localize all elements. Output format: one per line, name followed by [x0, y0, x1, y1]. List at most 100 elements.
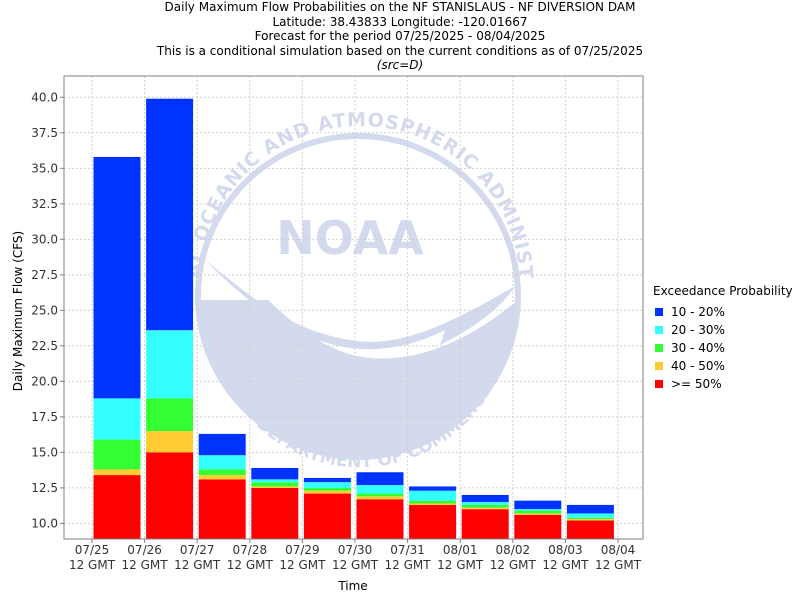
- bar-segment: [461, 504, 509, 508]
- bar-segment: [409, 486, 457, 491]
- bar-segment: [146, 98, 194, 331]
- legend-item-10-20: 10 - 20%: [653, 303, 793, 321]
- legend-swatch: [655, 344, 663, 352]
- legend-label: 20 - 30%: [671, 323, 725, 337]
- y-tick-label: 22.5: [31, 339, 58, 353]
- legend-item-50-plus: >= 50%: [653, 375, 793, 393]
- bar-segment: [303, 477, 351, 483]
- legend-item-30-40: 30 - 40%: [653, 339, 793, 357]
- x-tick-label-date: 07/27: [180, 543, 215, 557]
- chart-title-line-2: Latitude: 38.43833 Longitude: -120.01667: [272, 14, 528, 29]
- bar-segment: [461, 502, 509, 505]
- legend-label: 30 - 40%: [671, 341, 725, 355]
- bar-segment: [356, 493, 404, 497]
- bar-segment: [566, 519, 614, 521]
- y-tick-label: 15.0: [31, 445, 58, 459]
- bar-segment: [198, 475, 246, 480]
- x-tick-label-date: 08/01: [443, 543, 478, 557]
- bar-segment: [198, 433, 246, 456]
- y-tick-label: 20.0: [31, 374, 58, 388]
- chart-title-block: Daily Maximum Flow Probabilities on the …: [0, 0, 800, 73]
- x-tick-label-time: 12 GMT: [437, 558, 484, 572]
- bar-segment: [514, 509, 562, 511]
- bar-segment: [461, 494, 509, 503]
- x-tick-label-date: 08/02: [496, 543, 531, 557]
- bar-segment: [461, 509, 509, 539]
- bar-segment: [198, 455, 246, 470]
- y-tick-label: 27.5: [31, 268, 58, 282]
- bar-segment: [409, 490, 457, 501]
- y-tick-label: 30.0: [31, 232, 58, 246]
- y-tick-label: 32.5: [31, 197, 58, 211]
- legend-label: 10 - 20%: [671, 305, 725, 319]
- legend-swatch: [655, 326, 663, 334]
- legend: Exceedance Probability 10 - 20% 20 - 30%…: [653, 284, 793, 393]
- bar-segment: [251, 482, 299, 487]
- y-tick-label: 35.0: [31, 161, 58, 175]
- x-tick-label-time: 12 GMT: [332, 558, 379, 572]
- plot-frame: [63, 75, 644, 540]
- legend-title: Exceedance Probability: [653, 284, 793, 298]
- bar-segment: [251, 487, 299, 539]
- legend-label: >= 50%: [671, 377, 722, 391]
- chart-title-line-1: Daily Maximum Flow Probabilities on the …: [164, 0, 636, 14]
- x-tick-label-date: 07/29: [285, 543, 320, 557]
- x-tick-label-time: 12 GMT: [279, 558, 326, 572]
- bar-segment: [514, 513, 562, 515]
- bar-segment: [514, 510, 562, 514]
- x-tick-label-time: 12 GMT: [227, 558, 274, 572]
- x-axis-label: Time: [337, 579, 367, 593]
- x-tick-label-date: 07/30: [338, 543, 373, 557]
- y-tick-label: 25.0: [31, 303, 58, 317]
- bar-segment: [409, 504, 457, 539]
- y-tick-label: 17.5: [31, 410, 58, 424]
- legend-swatch: [655, 380, 663, 388]
- x-tick-label-date: 07/28: [233, 543, 268, 557]
- bar-segment: [514, 514, 562, 539]
- legend-swatch: [655, 362, 663, 370]
- bar-segment: [409, 503, 457, 505]
- bar-layer: [93, 98, 614, 539]
- axes-layer: 10.0 12.5 15.0 17.5 20.0 22.5 25.0 27.5 30.0 32.5…: [31, 75, 644, 572]
- bar-segment: [461, 507, 509, 510]
- bar-segment: [566, 513, 614, 518]
- x-tick-label-time: 12 GMT: [174, 558, 221, 572]
- bar-segment: [409, 500, 457, 504]
- bar-segment: [251, 479, 299, 483]
- legend-label: 40 - 50%: [671, 359, 725, 373]
- chart-title-line-4: This is a conditional simulation based o…: [156, 43, 644, 58]
- bar-segment: [356, 499, 404, 539]
- x-tick-label-time: 12 GMT: [122, 558, 169, 572]
- x-tick-label-date: 08/04: [601, 543, 636, 557]
- x-tick-label-time: 12 GMT: [542, 558, 589, 572]
- chart-title-line-3: Forecast for the period 07/25/2025 - 08/…: [254, 29, 546, 44]
- bar-segment: [93, 156, 141, 399]
- y-tick-label: 37.5: [31, 126, 58, 140]
- bar-segment: [303, 493, 351, 539]
- bar-segment: [251, 486, 299, 488]
- bar-segment: [146, 398, 194, 432]
- x-tick-label-date: 07/26: [127, 543, 162, 557]
- legend-swatch: [655, 308, 663, 316]
- bar-segment: [146, 330, 194, 399]
- bar-segment: [356, 485, 404, 494]
- legend-item-40-50: 40 - 50%: [653, 357, 793, 375]
- legend-item-20-30: 20 - 30%: [653, 321, 793, 339]
- bar-segment: [566, 504, 614, 514]
- bar-segment: [198, 479, 246, 539]
- bar-segment: [303, 490, 351, 494]
- bar-segment: [566, 520, 614, 539]
- x-tick-label-date: 07/31: [390, 543, 425, 557]
- x-tick-label-time: 12 GMT: [385, 558, 432, 572]
- y-axis-label: Daily Maximum Flow (CFS): [11, 231, 25, 391]
- bar-segment: [93, 398, 141, 440]
- bar-segment: [356, 472, 404, 486]
- x-tick-label-time: 12 GMT: [595, 558, 642, 572]
- bar-segment: [93, 475, 141, 539]
- x-tick-label-date: 08/03: [548, 543, 583, 557]
- bar-segment: [303, 482, 351, 488]
- bar-segment: [146, 452, 194, 539]
- bar-segment: [356, 496, 404, 500]
- source-note: (src=D): [376, 58, 424, 73]
